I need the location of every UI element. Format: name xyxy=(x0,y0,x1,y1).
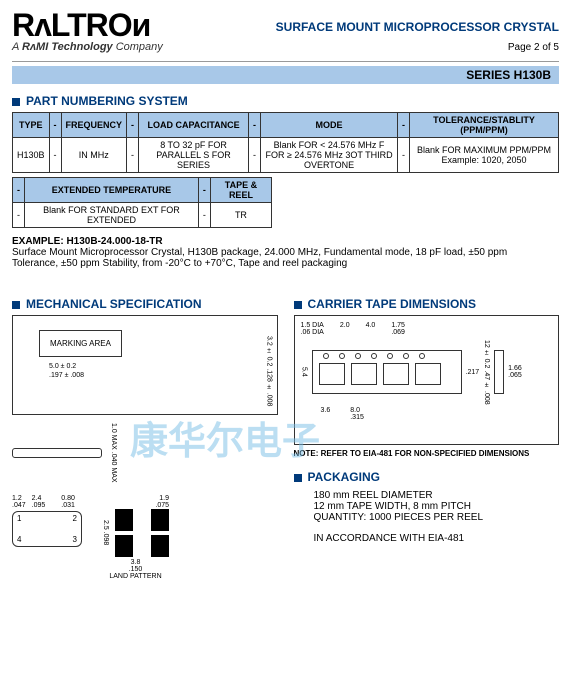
th-dash: - xyxy=(49,113,61,138)
th-type: TYPE xyxy=(13,113,50,138)
th-freq: FREQUENCY xyxy=(61,113,127,138)
packaging-details: 180 mm REEL DIAMETER 12 mm TAPE WIDTH, 8… xyxy=(314,490,560,544)
mechanical-column: MECHANICAL SPECIFICATION MARKING AREA 5.… xyxy=(12,287,278,580)
package-bottom-icon: 1 2 3 4 xyxy=(12,511,82,547)
th-ext: EXTENDED TEMPERATURE xyxy=(25,178,199,203)
carrier-tape-column: CARRIER TAPE DIMENSIONS 1.5 DIA.06 DIA 2… xyxy=(294,287,560,580)
section-mechanical: MECHANICAL SPECIFICATION xyxy=(12,297,278,311)
th-dash: - xyxy=(198,178,210,203)
bullet-icon xyxy=(12,301,20,309)
table-row: - Blank FOR STANDARD EXT FOR EXTENDED - … xyxy=(13,203,272,228)
th-dash: - xyxy=(13,178,25,203)
land-pattern-diagram: 1.9.075 2.5 .098 3.8.150 LAND PATTERN xyxy=(102,495,169,580)
logo-text: RᴧLTROᴎ xyxy=(12,9,163,41)
marking-area: MARKING AREA xyxy=(39,330,122,357)
table-header-row: - EXTENDED TEMPERATURE - TAPE & REEL xyxy=(13,178,272,203)
section-part-numbering: PART NUMBERING SYSTEM xyxy=(12,94,559,108)
logo-subtitle: A RᴧMI Technology Company xyxy=(12,41,163,53)
page-header: RᴧLTROᴎ A RᴧMI Technology Company SURFAC… xyxy=(12,8,559,62)
th-dash: - xyxy=(249,113,261,138)
page-number: Page 2 of 5 xyxy=(163,42,559,53)
part-numbering-table-2: - EXTENDED TEMPERATURE - TAPE & REEL - B… xyxy=(12,177,272,228)
section-carrier-tape: CARRIER TAPE DIMENSIONS xyxy=(294,297,560,311)
th-tol: TOLERANCE/STABLITY (PPM/PPM) xyxy=(410,113,559,138)
mechanical-bottom-view: 1.2.047 2.4.095 0.80.031 1 2 3 4 1.9.075… xyxy=(12,495,278,580)
bullet-icon xyxy=(294,301,302,309)
table-header-row: TYPE - FREQUENCY - LOAD CAPACITANCE - MO… xyxy=(13,113,559,138)
series-bar: SERIES H130B xyxy=(12,66,559,84)
bullet-icon xyxy=(12,98,20,106)
mechanical-side-view: 1.0 MAX .040 MAX xyxy=(12,419,278,487)
bullet-icon xyxy=(294,474,302,482)
carrier-tape-note: NOTE: REFER TO EIA-481 FOR NON-SPECIFIED… xyxy=(294,449,560,458)
part-numbering-table: TYPE - FREQUENCY - LOAD CAPACITANCE - MO… xyxy=(12,112,559,173)
mechanical-top-view: MARKING AREA 5.0 ± 0.2 .197 ± .008 3.2 ±… xyxy=(12,315,278,415)
carrier-tape-diagram: 1.5 DIA.06 DIA 2.0 4.0 1.75.069 5.4 xyxy=(294,315,560,445)
logo: RᴧLTROᴎ A RᴧMI Technology Company xyxy=(12,9,163,53)
th-mode: MODE xyxy=(261,113,398,138)
th-dash: - xyxy=(398,113,410,138)
th-dash: - xyxy=(127,113,139,138)
th-tape: TAPE & REEL xyxy=(210,178,271,203)
th-load: LOAD CAPACITANCE xyxy=(139,113,249,138)
header-right: SURFACE MOUNT MICROPROCESSOR CRYSTAL Pag… xyxy=(163,8,559,53)
example-block: EXAMPLE: H130B-24.000-18-TR Surface Moun… xyxy=(12,236,559,269)
section-packaging: PACKAGING xyxy=(294,470,560,484)
product-title: SURFACE MOUNT MICROPROCESSOR CRYSTAL xyxy=(163,20,559,34)
table-row: H130B - IN MHz - 8 TO 32 pF FOR PARALLEL… xyxy=(13,138,559,173)
